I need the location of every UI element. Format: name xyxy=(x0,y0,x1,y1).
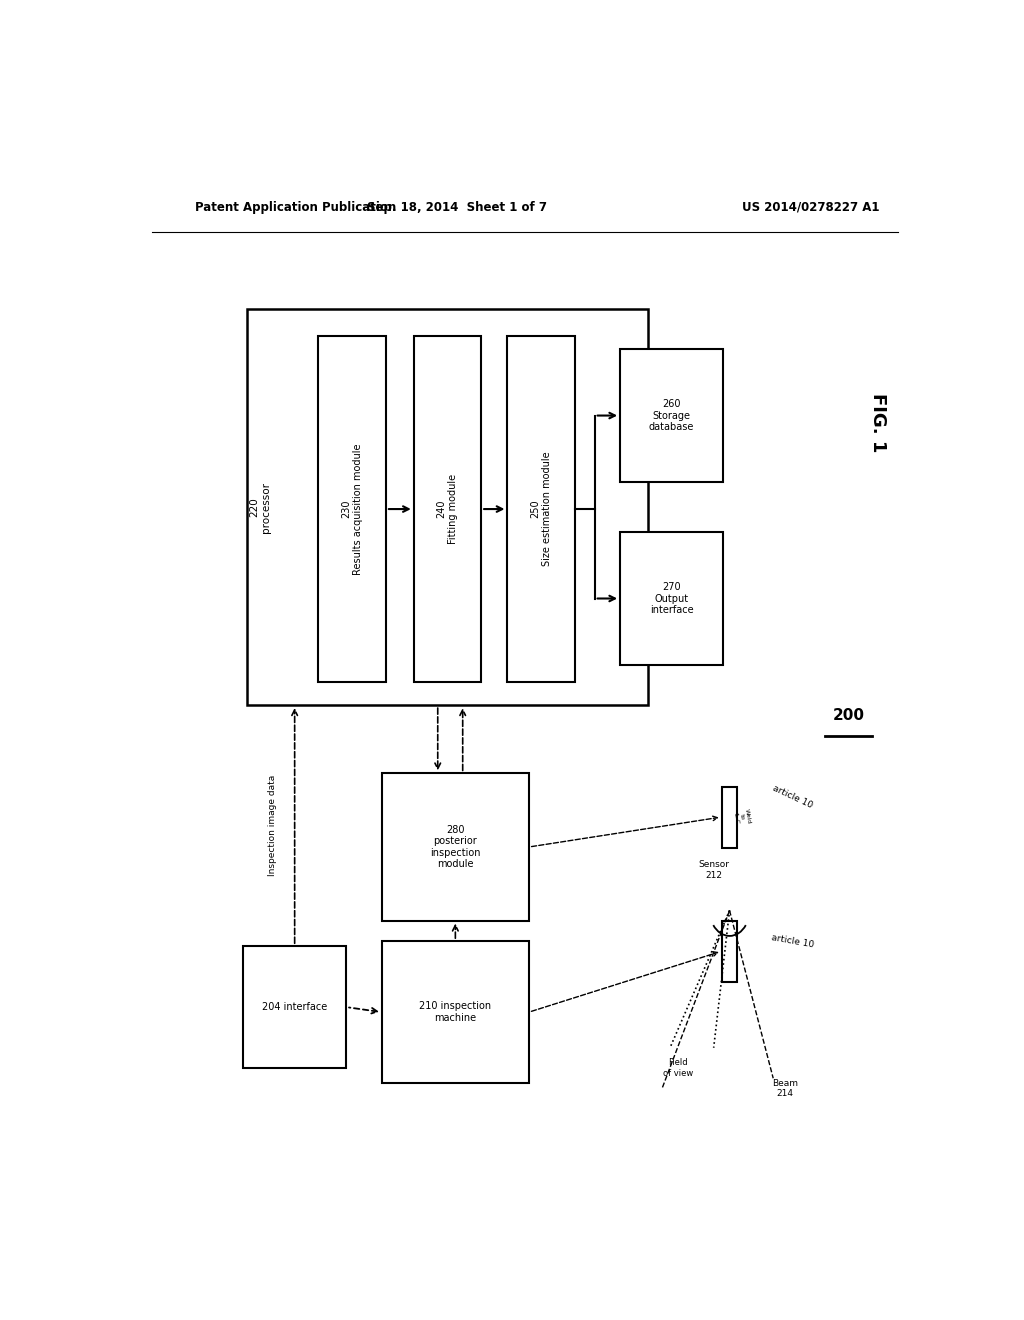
Text: Patent Application Publication: Patent Application Publication xyxy=(196,201,396,214)
Bar xyxy=(247,309,648,705)
Text: Weld
to
IL.C: Weld to IL.C xyxy=(732,808,751,826)
Bar xyxy=(318,337,386,682)
Text: 250
Size estimation module: 250 Size estimation module xyxy=(530,451,552,566)
Text: Inspection image data: Inspection image data xyxy=(268,775,276,876)
Bar xyxy=(620,350,723,482)
Text: Beam
214: Beam 214 xyxy=(772,1078,798,1098)
Text: Sep. 18, 2014  Sheet 1 of 7: Sep. 18, 2014 Sheet 1 of 7 xyxy=(368,201,548,214)
Text: 200: 200 xyxy=(833,708,864,723)
Text: US 2014/0278227 A1: US 2014/0278227 A1 xyxy=(741,201,880,214)
Bar xyxy=(507,337,574,682)
Text: 260
Storage
database: 260 Storage database xyxy=(649,399,694,432)
Text: 220
processor: 220 processor xyxy=(249,482,270,532)
Text: 210 inspection
machine: 210 inspection machine xyxy=(419,1002,492,1023)
Text: Sensor
212: Sensor 212 xyxy=(698,861,729,879)
Text: article 10: article 10 xyxy=(771,933,815,949)
Text: 240
Fitting module: 240 Fitting module xyxy=(436,474,458,544)
Text: 280
posterior
inspection
module: 280 posterior inspection module xyxy=(430,825,480,870)
Text: 230
Results acquisition module: 230 Results acquisition module xyxy=(341,444,362,574)
Text: FIG. 1: FIG. 1 xyxy=(869,393,887,453)
Bar xyxy=(620,532,723,664)
Text: Field
of view: Field of view xyxy=(663,1059,693,1077)
Text: 204 interface: 204 interface xyxy=(262,1002,328,1012)
Text: article 10: article 10 xyxy=(772,784,814,810)
Bar xyxy=(382,774,528,921)
Bar xyxy=(722,921,737,982)
Bar xyxy=(414,337,481,682)
Bar xyxy=(382,941,528,1084)
Text: 270
Output
interface: 270 Output interface xyxy=(650,582,693,615)
Bar xyxy=(243,946,346,1068)
Bar xyxy=(722,787,737,847)
